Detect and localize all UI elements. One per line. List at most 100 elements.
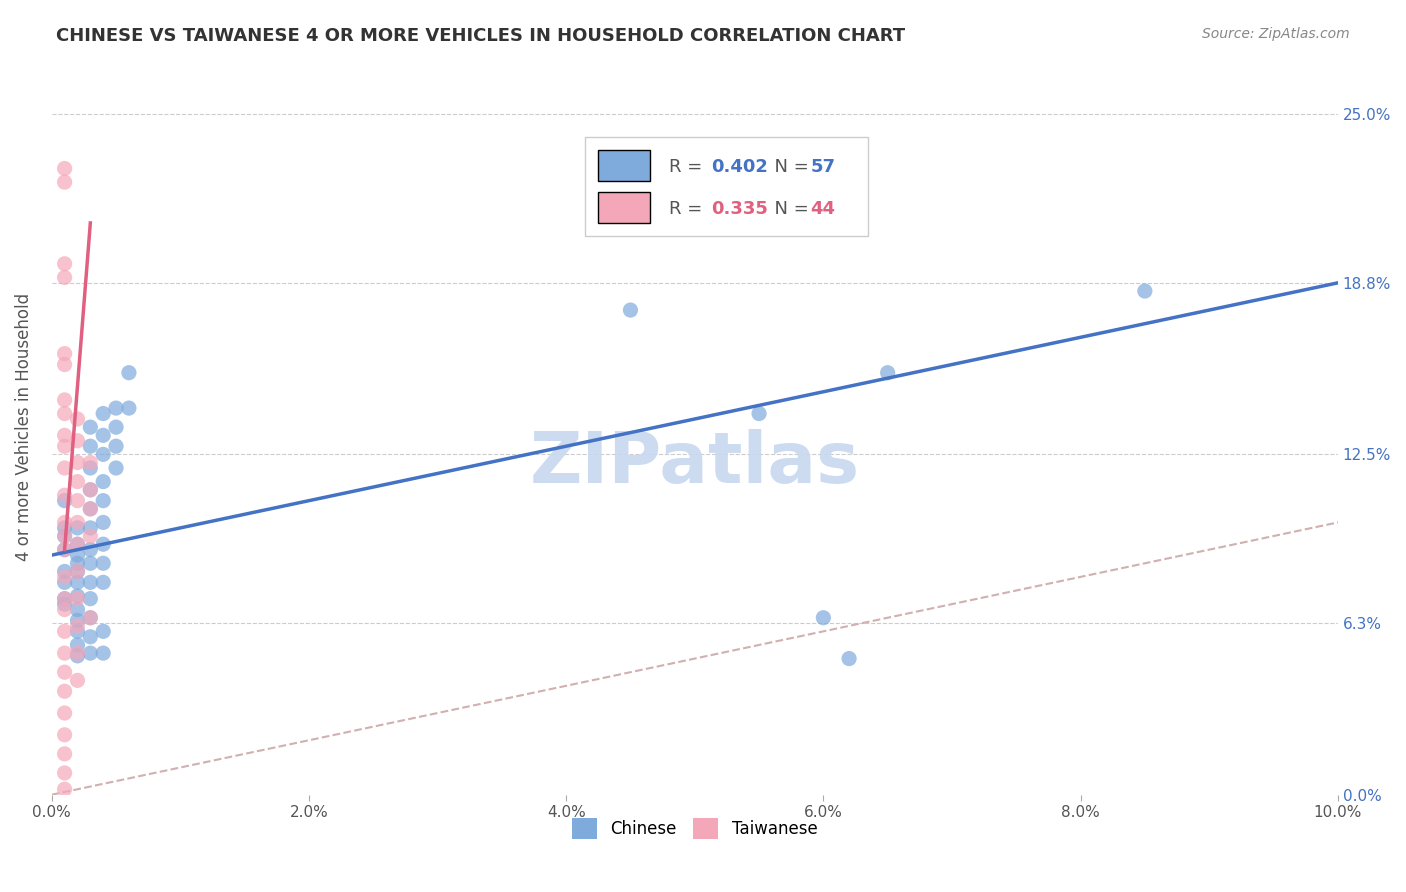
Text: 44: 44: [810, 200, 835, 218]
Point: [66, 648, 89, 663]
FancyBboxPatch shape: [599, 192, 650, 223]
Point: [91, 646, 114, 660]
Point: [53, 529, 76, 543]
Point: [53, 521, 76, 535]
Point: [53, 570, 76, 584]
Point: [876, 366, 898, 380]
Point: [53, 358, 76, 372]
FancyBboxPatch shape: [585, 136, 869, 236]
Point: [79, 501, 101, 516]
Point: [91, 556, 114, 570]
Point: [66, 565, 89, 579]
Point: [79, 646, 101, 660]
Legend: Chinese, Taiwanese: Chinese, Taiwanese: [565, 812, 824, 846]
Point: [91, 575, 114, 590]
Text: 57: 57: [810, 158, 835, 176]
Point: [66, 673, 89, 688]
Point: [118, 401, 141, 416]
Point: [66, 521, 89, 535]
Point: [53, 747, 76, 761]
Point: [53, 665, 76, 680]
Point: [66, 537, 89, 551]
Point: [79, 521, 101, 535]
Text: 0.335: 0.335: [711, 200, 768, 218]
FancyBboxPatch shape: [599, 150, 650, 181]
Point: [53, 175, 76, 189]
Point: [79, 483, 101, 497]
Point: [91, 493, 114, 508]
Point: [66, 456, 89, 470]
Point: [53, 591, 76, 606]
Point: [53, 602, 76, 616]
Point: [79, 575, 101, 590]
Point: [105, 401, 128, 416]
Point: [66, 602, 89, 616]
Point: [53, 542, 76, 557]
Point: [53, 782, 76, 797]
Point: [53, 529, 76, 543]
Point: [91, 516, 114, 530]
Point: [53, 575, 76, 590]
Point: [66, 638, 89, 652]
Point: [53, 257, 76, 271]
Point: [53, 428, 76, 442]
Point: [813, 611, 835, 625]
Point: [53, 706, 76, 720]
Point: [53, 597, 76, 611]
Point: [66, 548, 89, 562]
Point: [105, 461, 128, 475]
Point: [66, 591, 89, 606]
Point: [66, 646, 89, 660]
Text: R =: R =: [669, 158, 709, 176]
Point: [748, 407, 770, 421]
Point: [79, 456, 101, 470]
Point: [79, 611, 101, 625]
Point: [66, 575, 89, 590]
Y-axis label: 4 or more Vehicles in Household: 4 or more Vehicles in Household: [15, 293, 32, 561]
Text: N =: N =: [763, 158, 814, 176]
Point: [79, 611, 101, 625]
Point: [838, 651, 860, 665]
Point: [683, 216, 706, 230]
Point: [66, 493, 89, 508]
Point: [91, 624, 114, 639]
Point: [66, 619, 89, 633]
Point: [66, 624, 89, 639]
Point: [79, 420, 101, 434]
Point: [91, 428, 114, 442]
Point: [53, 461, 76, 475]
Point: [53, 766, 76, 780]
Point: [53, 591, 76, 606]
Point: [105, 420, 128, 434]
Text: N =: N =: [763, 200, 814, 218]
Point: [53, 516, 76, 530]
Point: [1133, 284, 1156, 298]
Point: [53, 407, 76, 421]
Point: [66, 589, 89, 603]
Text: Source: ZipAtlas.com: Source: ZipAtlas.com: [1202, 27, 1350, 41]
Point: [53, 646, 76, 660]
Point: [53, 270, 76, 285]
Point: [79, 461, 101, 475]
Point: [79, 542, 101, 557]
Point: [79, 556, 101, 570]
Point: [66, 412, 89, 426]
Text: R =: R =: [669, 200, 709, 218]
Point: [53, 488, 76, 502]
Point: [91, 475, 114, 489]
Point: [66, 565, 89, 579]
Point: [66, 516, 89, 530]
Point: [53, 161, 76, 176]
Point: [66, 614, 89, 628]
Point: [619, 303, 641, 318]
Point: [79, 501, 101, 516]
Point: [79, 439, 101, 453]
Point: [53, 624, 76, 639]
Point: [79, 483, 101, 497]
Point: [105, 439, 128, 453]
Point: [53, 392, 76, 407]
Text: 0.402: 0.402: [711, 158, 768, 176]
Point: [53, 439, 76, 453]
Point: [66, 537, 89, 551]
Point: [79, 591, 101, 606]
